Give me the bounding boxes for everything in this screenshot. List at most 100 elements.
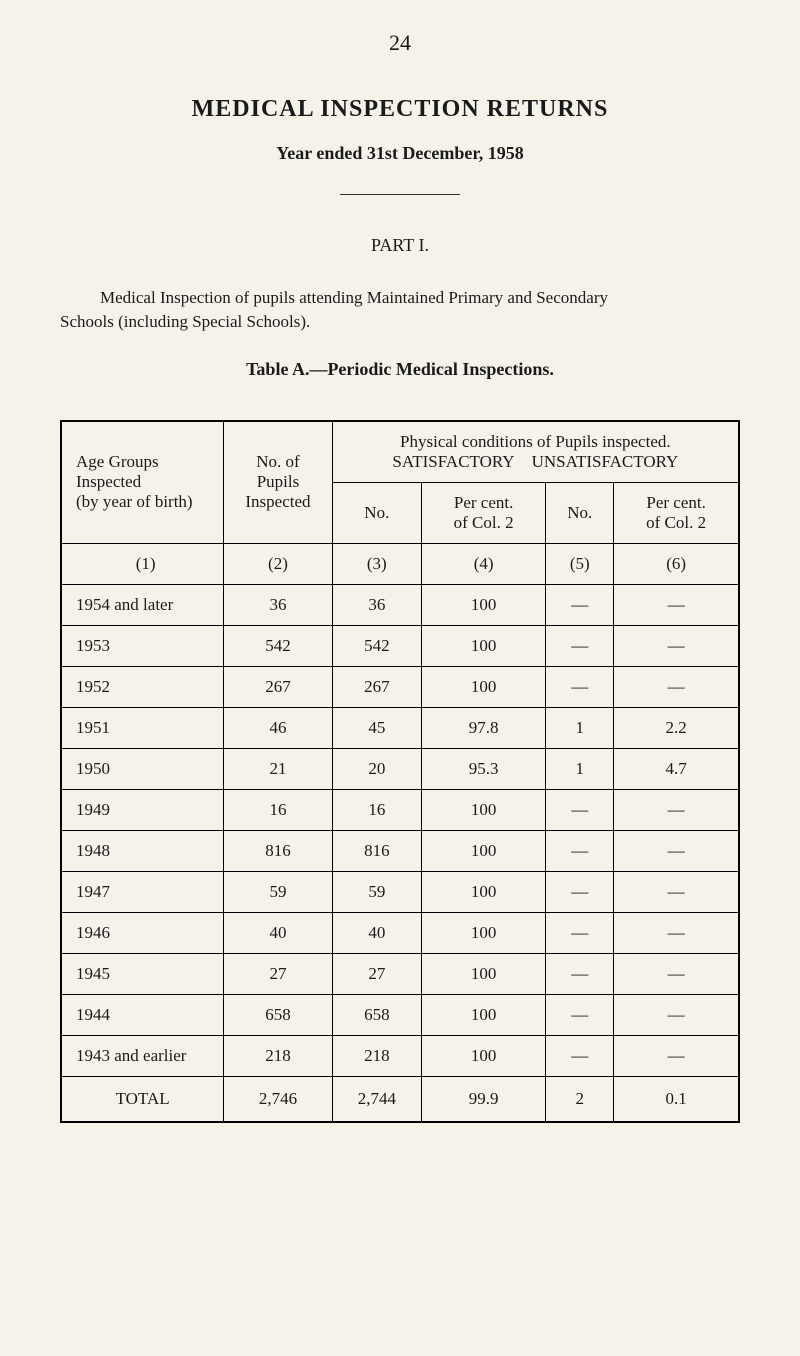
cell-age: 1945 xyxy=(61,953,224,994)
cell-unsat-pct: — xyxy=(614,994,739,1035)
cell-sat-pct: 100 xyxy=(421,871,545,912)
total-sat-no: 2,744 xyxy=(332,1076,421,1122)
total-label: TOTAL xyxy=(61,1076,224,1122)
col-num-4: (4) xyxy=(421,543,545,584)
cell-pupils: 542 xyxy=(224,625,332,666)
cell-unsat-no: — xyxy=(546,625,614,666)
cell-unsat-pct: — xyxy=(614,584,739,625)
cell-sat-no: 45 xyxy=(332,707,421,748)
cell-unsat-no: — xyxy=(546,953,614,994)
cell-unsat-no: — xyxy=(546,584,614,625)
cell-sat-pct: 97.8 xyxy=(421,707,545,748)
cell-unsat-pct: — xyxy=(614,830,739,871)
cell-sat-pct: 100 xyxy=(421,625,545,666)
cell-sat-no: 27 xyxy=(332,953,421,994)
cell-unsat-no: — xyxy=(546,912,614,953)
table-header-row-1: Age GroupsInspected(by year of birth) No… xyxy=(61,421,739,483)
cell-age: 1947 xyxy=(61,871,224,912)
cell-age: 1950 xyxy=(61,748,224,789)
cell-unsat-pct: — xyxy=(614,912,739,953)
total-sat-pct: 99.9 xyxy=(421,1076,545,1122)
col-num-2: (2) xyxy=(224,543,332,584)
cell-pupils: 40 xyxy=(224,912,332,953)
col-num-1: (1) xyxy=(61,543,224,584)
header-pupils: No. ofPupilsInspected xyxy=(224,421,332,544)
cell-sat-no: 267 xyxy=(332,666,421,707)
table-col-number-row: (1) (2) (3) (4) (5) (6) xyxy=(61,543,739,584)
cell-sat-pct: 100 xyxy=(421,584,545,625)
total-unsat-no: 2 xyxy=(546,1076,614,1122)
cell-sat-pct: 100 xyxy=(421,789,545,830)
cell-pupils: 21 xyxy=(224,748,332,789)
cell-sat-no: 59 xyxy=(332,871,421,912)
cell-pupils: 46 xyxy=(224,707,332,748)
cell-unsat-pct: 2.2 xyxy=(614,707,739,748)
cell-pupils: 267 xyxy=(224,666,332,707)
cell-unsat-no: — xyxy=(546,666,614,707)
cell-unsat-no: — xyxy=(546,994,614,1035)
cell-age: 1949 xyxy=(61,789,224,830)
cell-unsat-no: 1 xyxy=(546,748,614,789)
cell-sat-pct: 100 xyxy=(421,666,545,707)
description-line-1: Medical Inspection of pupils attending M… xyxy=(100,288,608,307)
cell-age: 1943 and earlier xyxy=(61,1035,224,1076)
header-sat-no: No. xyxy=(332,482,421,543)
col-num-6: (6) xyxy=(614,543,739,584)
cell-unsat-no: — xyxy=(546,1035,614,1076)
cell-sat-pct: 100 xyxy=(421,912,545,953)
cell-sat-no: 16 xyxy=(332,789,421,830)
header-sat-pct: Per cent.of Col. 2 xyxy=(421,482,545,543)
document-title: MEDICAL INSPECTION RETURNS xyxy=(60,96,740,123)
table-row: 1951464597.812.2 xyxy=(61,707,739,748)
cell-age: 1954 and later xyxy=(61,584,224,625)
table-row: 19464040100—— xyxy=(61,912,739,953)
cell-pupils: 36 xyxy=(224,584,332,625)
cell-sat-no: 218 xyxy=(332,1035,421,1076)
table-total-row: TOTAL 2,746 2,744 99.9 2 0.1 xyxy=(61,1076,739,1122)
cell-sat-no: 542 xyxy=(332,625,421,666)
header-unsat-no: No. xyxy=(546,482,614,543)
header-unsat-pct: Per cent.of Col. 2 xyxy=(614,482,739,543)
cell-pupils: 16 xyxy=(224,789,332,830)
table-row: 1944658658100—— xyxy=(61,994,739,1035)
col-num-3: (3) xyxy=(332,543,421,584)
table-row: 19452727100—— xyxy=(61,953,739,994)
cell-unsat-pct: — xyxy=(614,666,739,707)
cell-pupils: 658 xyxy=(224,994,332,1035)
table-row: 1952267267100—— xyxy=(61,666,739,707)
header-age-groups: Age GroupsInspected(by year of birth) xyxy=(61,421,224,544)
total-pupils: 2,746 xyxy=(224,1076,332,1122)
cell-unsat-pct: — xyxy=(614,871,739,912)
cell-sat-no: 36 xyxy=(332,584,421,625)
table-row: 1954 and later3636100—— xyxy=(61,584,739,625)
description-line-2: Schools (including Special Schools). xyxy=(60,312,310,331)
cell-age: 1953 xyxy=(61,625,224,666)
inspection-table: Age GroupsInspected(by year of birth) No… xyxy=(60,420,740,1123)
cell-sat-pct: 100 xyxy=(421,1035,545,1076)
cell-sat-pct: 95.3 xyxy=(421,748,545,789)
cell-unsat-pct: — xyxy=(614,1035,739,1076)
document-subtitle: Year ended 31st December, 1958 xyxy=(60,143,740,164)
cell-sat-no: 20 xyxy=(332,748,421,789)
total-unsat-pct: 0.1 xyxy=(614,1076,739,1122)
cell-pupils: 59 xyxy=(224,871,332,912)
cell-age: 1948 xyxy=(61,830,224,871)
cell-age: 1951 xyxy=(61,707,224,748)
cell-unsat-pct: 4.7 xyxy=(614,748,739,789)
table-row: 19491616100—— xyxy=(61,789,739,830)
header-physical-conditions: Physical conditions of Pupils inspected.… xyxy=(332,421,739,483)
cell-pupils: 816 xyxy=(224,830,332,871)
cell-sat-no: 40 xyxy=(332,912,421,953)
cell-unsat-pct: — xyxy=(614,625,739,666)
cell-pupils: 218 xyxy=(224,1035,332,1076)
table-row: 1950212095.314.7 xyxy=(61,748,739,789)
cell-age: 1944 xyxy=(61,994,224,1035)
cell-sat-pct: 100 xyxy=(421,830,545,871)
cell-unsat-no: — xyxy=(546,871,614,912)
cell-unsat-pct: — xyxy=(614,953,739,994)
divider-line xyxy=(340,194,460,195)
cell-unsat-pct: — xyxy=(614,789,739,830)
page-number: 24 xyxy=(60,30,740,56)
table-row: 19475959100—— xyxy=(61,871,739,912)
cell-sat-no: 658 xyxy=(332,994,421,1035)
